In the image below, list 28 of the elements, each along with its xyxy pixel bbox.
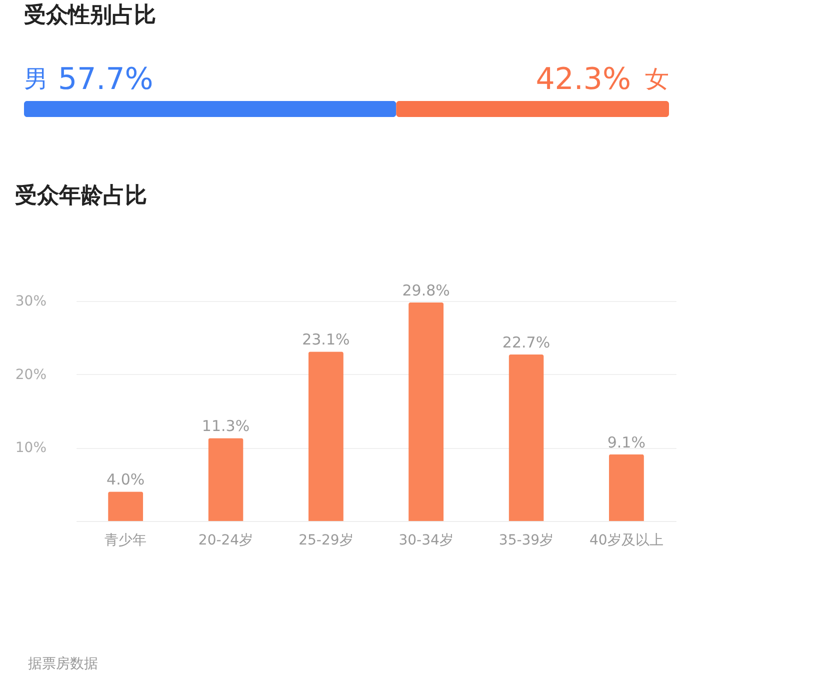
bar — [608, 454, 644, 521]
bar — [108, 492, 144, 521]
data-label: 4.0% — [106, 470, 145, 489]
text: 据票房数据 — [28, 655, 98, 673]
y-tick-label: 20% — [15, 366, 46, 383]
bar — [308, 352, 344, 521]
y-tick-label: 10% — [15, 440, 46, 456]
bar — [208, 438, 244, 521]
chart-title: 受众年龄占比 — [14, 183, 147, 208]
x-tick-label: 40岁及以上 — [590, 532, 664, 548]
x-tick-label: 25-29岁 — [298, 532, 354, 548]
x-tick-label: 20-24岁 — [198, 532, 254, 548]
x-tick-label: 30-34岁 — [398, 532, 454, 548]
data-label: 22.7% — [502, 334, 550, 352]
data-label: 42.3% — [536, 62, 631, 97]
bar — [508, 354, 544, 521]
data-label: 29.8% — [402, 281, 450, 300]
y-tick-label: 30% — [15, 294, 46, 310]
bar — [408, 302, 444, 521]
series-label: 男 — [24, 65, 48, 93]
chart-title: 受众性别占比 — [24, 3, 156, 28]
x-tick-label: 青少年 — [104, 532, 147, 548]
data-label: 23.1% — [302, 330, 350, 349]
series-label: 女 — [645, 65, 669, 93]
data-label: 11.3% — [202, 417, 250, 436]
x-tick-label: 35-39岁 — [498, 532, 554, 548]
data-label: 57.7% — [58, 62, 154, 97]
data-label: 9.1% — [607, 433, 646, 452]
